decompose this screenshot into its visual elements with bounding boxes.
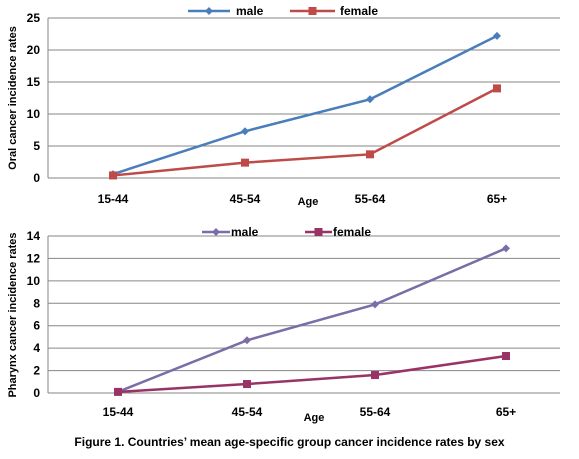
y-tick-label: 12 xyxy=(27,251,41,265)
y-tick-label: 8 xyxy=(33,296,40,310)
x-tick-label: 65+ xyxy=(496,405,516,419)
x-axis-label: Age xyxy=(304,412,325,424)
y-tick-label: 6 xyxy=(33,319,40,333)
data-point-male xyxy=(243,336,251,345)
x-tick-label: 45-54 xyxy=(230,192,261,206)
y-tick-label: 25 xyxy=(27,11,41,25)
legend-label-male: male xyxy=(236,4,264,18)
y-tick-label: 10 xyxy=(27,107,41,121)
legend-label-male: male xyxy=(231,225,259,239)
y-tick-label: 4 xyxy=(33,341,40,355)
x-tick-label: 65+ xyxy=(487,192,507,206)
series-line-male xyxy=(112,34,498,176)
legend-marker-male xyxy=(205,7,213,15)
data-point-female xyxy=(371,371,379,380)
legend-marker-female xyxy=(308,7,317,15)
data-point-female xyxy=(502,351,510,360)
y-tick-label: 15 xyxy=(27,75,41,89)
y-tick-label: 20 xyxy=(27,43,41,57)
pharynx-cancer-chart: 0 2 4 6 8 10 12 14 15-44 45-54 55-64 65+ Age Pharynx … xyxy=(7,225,560,424)
data-point-female xyxy=(243,380,251,389)
x-tick-label: 15-44 xyxy=(103,405,134,419)
y-tick-label: 2 xyxy=(33,364,40,378)
y-tick-label: 5 xyxy=(33,139,40,153)
series-line-female xyxy=(112,87,498,177)
x-tick-label: 55-64 xyxy=(355,192,386,206)
y-tick-label: 14 xyxy=(27,229,41,243)
y-tick-label: 10 xyxy=(27,274,41,288)
data-point-female xyxy=(366,150,374,159)
legend-label-female: female xyxy=(340,4,378,18)
series-line-female xyxy=(117,354,507,394)
oral-cancer-chart: 0 5 10 15 20 25 15-44 45-54 55-64 65+ Age Oral canc… xyxy=(7,4,560,208)
y-tick-label: 0 xyxy=(33,386,40,400)
data-point-male xyxy=(493,31,501,40)
x-tick-label: 15-44 xyxy=(98,192,129,206)
data-point-male xyxy=(371,300,379,309)
data-point-female xyxy=(241,158,249,167)
series-line-male xyxy=(117,247,507,394)
legend-marker-male xyxy=(212,228,220,236)
data-point-male xyxy=(241,127,249,136)
legend-marker-female xyxy=(314,228,323,236)
x-tick-label: 45-54 xyxy=(232,405,263,419)
figure-caption: Figure 1. Countries’ mean age-specific g… xyxy=(74,435,505,449)
y-axis-label: Oral cancer incidence rates xyxy=(7,26,19,170)
x-tick-label: 55-64 xyxy=(360,405,391,419)
data-point-female xyxy=(493,84,501,93)
y-tick-label: 0 xyxy=(33,171,40,185)
data-point-male xyxy=(366,95,374,104)
data-point-male xyxy=(502,244,510,253)
x-axis-label: Age xyxy=(298,196,319,208)
data-point-female xyxy=(114,387,122,396)
y-axis-label: Pharynx cancer incidence rates xyxy=(7,232,19,397)
data-point-female xyxy=(109,171,117,180)
legend-label-female: female xyxy=(333,225,371,239)
